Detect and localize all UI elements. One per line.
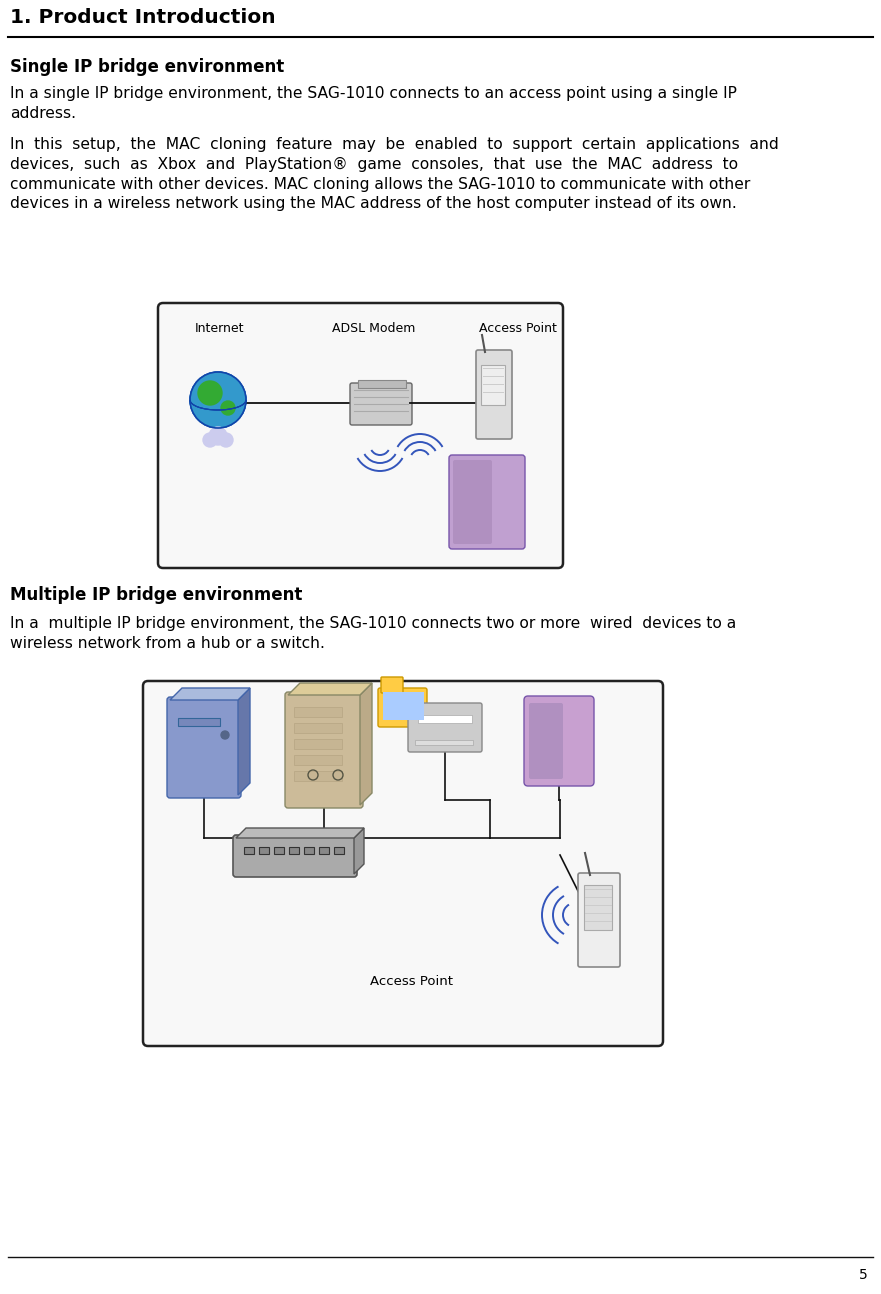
FancyBboxPatch shape	[524, 696, 594, 785]
FancyBboxPatch shape	[383, 692, 424, 719]
FancyBboxPatch shape	[319, 848, 329, 854]
Circle shape	[209, 427, 227, 445]
FancyBboxPatch shape	[294, 723, 342, 732]
Circle shape	[219, 433, 233, 446]
Text: communicate with other devices. MAC cloning allows the SAG-1010 to communicate w: communicate with other devices. MAC clon…	[10, 176, 751, 192]
FancyBboxPatch shape	[294, 739, 342, 749]
Polygon shape	[238, 688, 250, 795]
Circle shape	[198, 380, 222, 405]
Text: Internet: Internet	[195, 322, 245, 335]
FancyBboxPatch shape	[350, 383, 412, 424]
FancyBboxPatch shape	[334, 848, 344, 854]
FancyBboxPatch shape	[244, 848, 254, 854]
FancyBboxPatch shape	[143, 681, 663, 1046]
Text: devices in a wireless network using the MAC address of the host computer instead: devices in a wireless network using the …	[10, 195, 737, 211]
FancyBboxPatch shape	[381, 677, 403, 694]
Text: In a single IP bridge environment, the SAG-1010 connects to an access point usin: In a single IP bridge environment, the S…	[10, 85, 737, 101]
FancyBboxPatch shape	[358, 380, 406, 388]
FancyBboxPatch shape	[178, 718, 220, 726]
Text: devices,  such  as  Xbox  and  PlayStation®  game  consoles,  that  use  the  MA: devices, such as Xbox and PlayStation® g…	[10, 157, 738, 172]
Circle shape	[221, 731, 229, 739]
Polygon shape	[236, 828, 364, 839]
Text: In a  multiple IP bridge environment, the SAG-1010 connects two or more  wired  : In a multiple IP bridge environment, the…	[10, 616, 737, 631]
FancyBboxPatch shape	[408, 703, 482, 752]
FancyBboxPatch shape	[289, 848, 299, 854]
FancyBboxPatch shape	[529, 703, 563, 779]
Text: Access Point: Access Point	[479, 322, 557, 335]
Polygon shape	[288, 683, 372, 695]
FancyBboxPatch shape	[167, 697, 241, 798]
Text: ADSL Modem: ADSL Modem	[332, 322, 415, 335]
Polygon shape	[360, 683, 372, 805]
Circle shape	[190, 371, 246, 428]
FancyBboxPatch shape	[304, 848, 314, 854]
Text: 1. Product Introduction: 1. Product Introduction	[10, 8, 276, 27]
FancyBboxPatch shape	[481, 365, 505, 405]
Circle shape	[221, 401, 235, 415]
FancyBboxPatch shape	[418, 716, 472, 723]
FancyBboxPatch shape	[453, 459, 492, 543]
FancyBboxPatch shape	[259, 848, 269, 854]
Circle shape	[203, 433, 217, 446]
FancyBboxPatch shape	[285, 692, 363, 807]
Text: address.: address.	[10, 106, 76, 120]
Text: 5: 5	[859, 1268, 868, 1282]
FancyBboxPatch shape	[584, 885, 612, 930]
FancyBboxPatch shape	[476, 349, 512, 439]
Polygon shape	[170, 688, 250, 700]
FancyBboxPatch shape	[294, 754, 342, 765]
FancyBboxPatch shape	[233, 835, 357, 877]
FancyBboxPatch shape	[449, 455, 525, 549]
Text: Access Point: Access Point	[370, 974, 453, 989]
Text: Multiple IP bridge environment: Multiple IP bridge environment	[10, 586, 302, 604]
Circle shape	[190, 371, 246, 428]
FancyBboxPatch shape	[378, 688, 427, 727]
Polygon shape	[354, 828, 364, 873]
Text: In  this  setup,  the  MAC  cloning  feature  may  be  enabled  to  support  cer: In this setup, the MAC cloning feature m…	[10, 137, 779, 153]
FancyBboxPatch shape	[158, 303, 563, 568]
Text: Single IP bridge environment: Single IP bridge environment	[10, 58, 285, 76]
FancyBboxPatch shape	[415, 740, 473, 745]
FancyBboxPatch shape	[294, 771, 342, 782]
Text: wireless network from a hub or a switch.: wireless network from a hub or a switch.	[10, 635, 325, 651]
FancyBboxPatch shape	[294, 707, 342, 717]
FancyBboxPatch shape	[578, 873, 620, 967]
FancyBboxPatch shape	[274, 848, 284, 854]
